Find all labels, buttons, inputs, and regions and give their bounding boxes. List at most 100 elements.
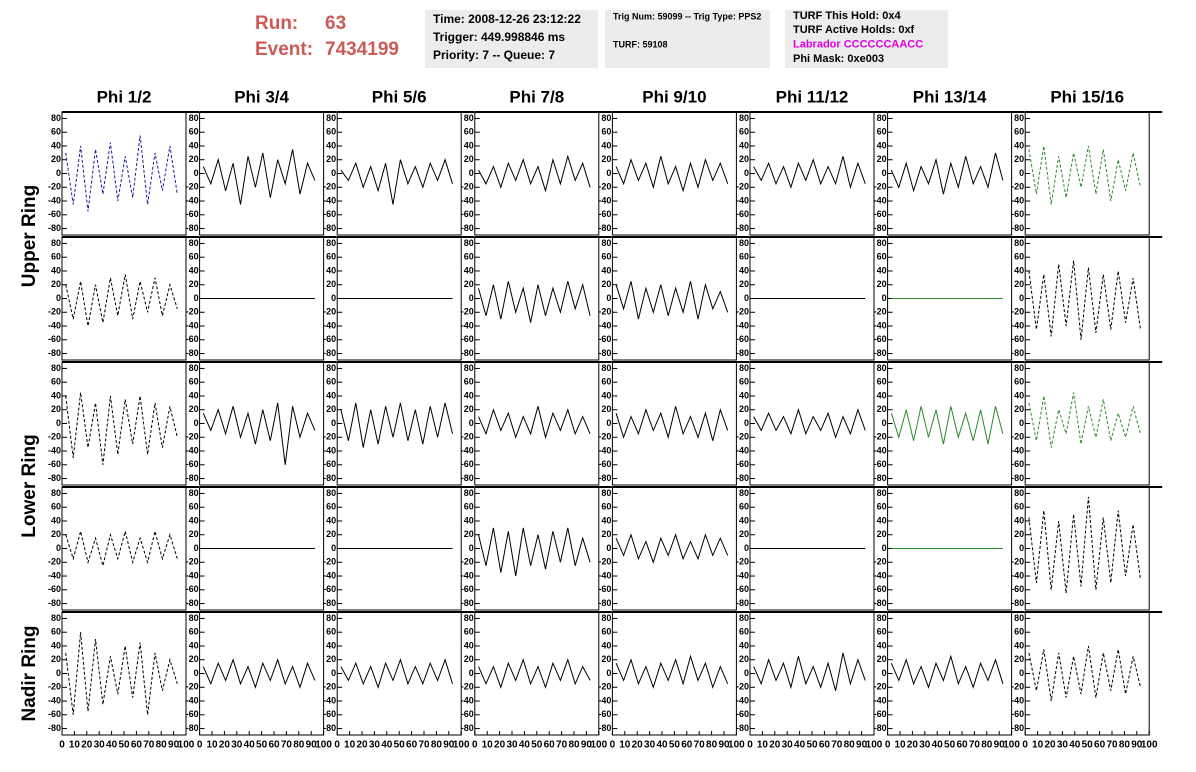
y-tick-label: 40 xyxy=(601,265,611,275)
y-tick-label: -40 xyxy=(323,695,336,705)
x-tick-label: 60 xyxy=(1094,740,1106,751)
y-tick-label: 20 xyxy=(326,529,336,539)
y-tick-label: -80 xyxy=(1011,348,1024,358)
waveform xyxy=(65,531,178,566)
y-tick-label: -20 xyxy=(736,182,749,192)
y-tick-label: 80 xyxy=(739,113,749,123)
waveform xyxy=(478,406,591,440)
waveform xyxy=(340,402,453,448)
y-tick-label: 0 xyxy=(882,543,887,553)
y-tick-label: -60 xyxy=(736,334,749,344)
y-tick-label: 60 xyxy=(877,377,887,387)
y-tick-label: 80 xyxy=(1014,363,1024,373)
info-line: TURF: 59108 xyxy=(613,39,668,49)
y-tick-label: 40 xyxy=(464,640,474,650)
y-tick-label: 80 xyxy=(739,238,749,248)
y-tick-label: 40 xyxy=(464,390,474,400)
x-tick-label: 0 xyxy=(472,740,478,751)
y-tick-label: 20 xyxy=(877,279,887,289)
x-tick-label: 100 xyxy=(728,740,745,751)
y-tick-label: 60 xyxy=(464,127,474,137)
y-tick-label: -20 xyxy=(1011,557,1024,567)
y-tick-label: 0 xyxy=(194,668,199,678)
y-tick-label: 40 xyxy=(464,140,474,150)
y-tick-label: -40 xyxy=(323,320,336,330)
y-tick-label: -60 xyxy=(323,209,336,219)
y-tick-label: -20 xyxy=(186,432,199,442)
y-tick-label: -40 xyxy=(598,320,611,330)
x-tick-label: 40 xyxy=(519,740,531,751)
y-tick-label: 20 xyxy=(326,404,336,414)
y-tick-label: 40 xyxy=(601,140,611,150)
x-tick-label: 50 xyxy=(394,740,406,751)
panel-frame xyxy=(61,111,187,236)
y-tick-label: 20 xyxy=(601,654,611,664)
y-tick-label: 40 xyxy=(189,640,199,650)
y-tick-label: 0 xyxy=(606,668,611,678)
x-tick-label: 40 xyxy=(794,740,806,751)
y-tick-label: 60 xyxy=(601,377,611,387)
y-tick-label: -60 xyxy=(323,459,336,469)
y-tick-label: -60 xyxy=(598,459,611,469)
y-tick-label: 80 xyxy=(877,613,887,623)
ring-label: Upper Ring xyxy=(19,185,40,287)
waveform xyxy=(753,408,866,439)
y-tick-label: -80 xyxy=(874,348,887,358)
y-tick-label: 0 xyxy=(469,418,474,428)
y-tick-label: -80 xyxy=(323,723,336,733)
x-tick-label: 70 xyxy=(969,740,981,751)
x-tick-label: 10 xyxy=(206,740,218,751)
y-tick-label: 60 xyxy=(51,627,61,637)
y-tick-label: -60 xyxy=(874,459,887,469)
y-tick-label: -80 xyxy=(736,473,749,483)
y-tick-label: 0 xyxy=(882,668,887,678)
y-tick-label: 40 xyxy=(601,640,611,650)
y-tick-label: -40 xyxy=(874,195,887,205)
y-tick-label: 0 xyxy=(606,543,611,553)
y-tick-label: 20 xyxy=(51,404,61,414)
x-tick-label: 60 xyxy=(406,740,418,751)
y-tick-label: -40 xyxy=(598,195,611,205)
x-tick-label: 20 xyxy=(219,740,231,751)
y-tick-label: 60 xyxy=(739,502,749,512)
y-tick-label: 0 xyxy=(606,168,611,178)
x-tick-label: 70 xyxy=(143,740,155,751)
y-tick-label: 0 xyxy=(744,168,749,178)
y-tick-label: -60 xyxy=(874,709,887,719)
y-tick-label: 0 xyxy=(744,543,749,553)
x-tick-label: 40 xyxy=(1069,740,1081,751)
y-tick-label: 0 xyxy=(56,543,61,553)
info-box xyxy=(605,10,770,68)
waveform xyxy=(340,658,453,689)
x-tick-label: 30 xyxy=(644,740,656,751)
y-tick-label: 40 xyxy=(326,640,336,650)
y-tick-label: -40 xyxy=(1011,570,1024,580)
y-tick-label: -80 xyxy=(48,723,61,733)
waveform xyxy=(478,658,591,689)
y-tick-label: 80 xyxy=(326,363,336,373)
y-tick-label: 0 xyxy=(744,668,749,678)
y-tick-label: 80 xyxy=(51,113,61,123)
panel-frame xyxy=(887,111,1013,236)
y-tick-label: 40 xyxy=(51,390,61,400)
y-tick-label: -60 xyxy=(323,584,336,594)
column-title: Phi 11/12 xyxy=(776,87,849,106)
x-tick-label: 90 xyxy=(581,740,593,751)
x-tick-label: 60 xyxy=(131,740,143,751)
y-tick-label: 40 xyxy=(326,265,336,275)
y-tick-label: 60 xyxy=(464,502,474,512)
y-tick-label: 40 xyxy=(51,140,61,150)
y-tick-label: -80 xyxy=(461,723,474,733)
y-tick-label: 0 xyxy=(1019,293,1024,303)
y-tick-label: 20 xyxy=(51,529,61,539)
y-tick-label: 0 xyxy=(744,293,749,303)
x-tick-label: 60 xyxy=(268,740,280,751)
x-tick-label: 70 xyxy=(1106,740,1118,751)
panel-frame xyxy=(749,111,875,236)
x-tick-label: 0 xyxy=(747,740,753,751)
y-tick-label: -80 xyxy=(598,473,611,483)
y-tick-label: -60 xyxy=(48,709,61,719)
waveform xyxy=(753,652,866,691)
y-tick-label: -60 xyxy=(48,459,61,469)
